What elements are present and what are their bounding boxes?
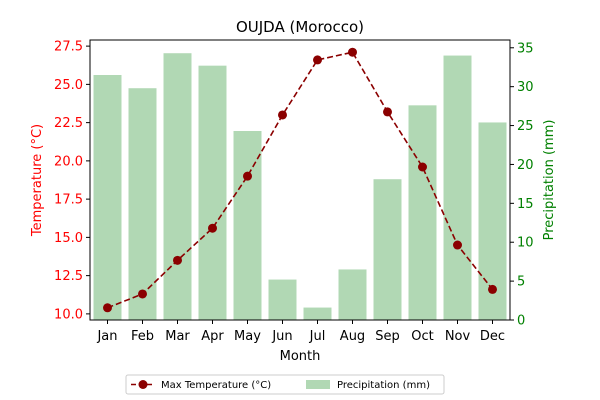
y-right-tick-label: 0: [517, 314, 525, 329]
temperature-point-apr: [208, 223, 217, 233]
y-right-tick-label: 35: [517, 41, 534, 56]
precipitation-bar-jul: [303, 307, 332, 320]
y-right-tick-label: 5: [517, 275, 525, 290]
legend: Max Temperature (°C) Precipitation (mm): [125, 374, 445, 395]
legend-precipitation-label: Precipitation (mm): [337, 380, 430, 391]
x-tick-label: Oct: [411, 329, 433, 344]
x-tick-label: Dec: [480, 329, 505, 344]
precipitation-bars: [93, 53, 507, 321]
temperature-polyline: [107, 51, 494, 309]
temperature-point-may: [243, 171, 252, 181]
y-right-tick-label: 20: [517, 158, 534, 173]
legend-temperature-marker-icon: [138, 380, 148, 389]
y-left-tick-label: 25.0: [54, 78, 83, 93]
y-left-tick-label: 17.5: [54, 193, 83, 208]
y-left-tick-label: 15.0: [54, 231, 83, 246]
y-right-tick-label: 25: [517, 119, 534, 134]
temperature-point-sep: [383, 107, 392, 117]
y-left-tick-label: 12.5: [54, 269, 83, 284]
chart-title: OUJDA (Morocco): [236, 18, 364, 36]
x-tick-label: Mar: [165, 329, 190, 344]
y-axis-left-label: Temperature (°C): [30, 124, 45, 237]
y-left-tick-label: 20.0: [54, 154, 83, 169]
y-axis-left: 10.0 12.5 15.0 17.5 20.0 22.5 25.0 27.5: [54, 40, 90, 322]
x-tick-label: Jun: [271, 329, 292, 344]
temperature-point-jul: [313, 55, 322, 65]
precipitation-bar-sep: [373, 179, 402, 320]
precipitation-bar-mar: [163, 53, 192, 320]
precipitation-bar-jan: [93, 75, 122, 320]
y-left-tick-label: 27.5: [54, 40, 83, 55]
temperature-point-oct: [418, 162, 427, 172]
temperature-point-feb: [138, 289, 147, 299]
precipitation-bar-nov: [443, 55, 472, 321]
plot-frame: [89, 39, 511, 321]
x-tick-label: Apr: [201, 329, 224, 344]
y-right-tick-label: 10: [517, 236, 534, 251]
x-axis: Jan Feb Mar Apr May Jun Jul Aug Sep Oct Nov Dec: [96, 320, 505, 344]
precipitation-bar-apr: [198, 65, 227, 321]
legend-frame: [125, 374, 445, 395]
precipitation-bar-aug: [338, 269, 367, 320]
x-tick-label: Jul: [309, 329, 326, 344]
y-left-tick-label: 10.0: [54, 307, 83, 322]
y-right-tick-label: 15: [517, 197, 534, 212]
x-axis-label: Month: [280, 349, 321, 364]
y-left-tick-label: 22.5: [54, 116, 83, 131]
temperature-line: [103, 47, 497, 313]
x-tick-label: May: [234, 329, 261, 344]
precipitation-bar-oct: [408, 105, 437, 320]
y-axis-right: 0 5 10 15 20 25 30 35: [510, 41, 534, 329]
precipitation-bar-jun: [268, 279, 297, 320]
precipitation-bar-may: [233, 131, 262, 320]
temperature-point-dec: [488, 284, 497, 294]
temperature-point-mar: [173, 255, 182, 265]
temperature-point-jun: [278, 110, 287, 120]
precipitation-bar-feb: [128, 88, 157, 320]
temperature-point-nov: [453, 240, 462, 250]
x-tick-label: Sep: [375, 329, 400, 344]
temperature-point-jan: [103, 303, 112, 313]
legend-temperature-label: Max Temperature (°C): [161, 380, 271, 391]
x-tick-label: Jan: [96, 329, 117, 344]
x-tick-label: Feb: [131, 329, 154, 344]
temperature-point-aug: [348, 47, 357, 57]
y-axis-right-label: Precipitation (mm): [542, 120, 557, 241]
legend-precipitation-swatch-icon: [306, 380, 330, 389]
x-tick-label: Nov: [445, 329, 471, 344]
y-right-tick-label: 30: [517, 80, 534, 95]
x-tick-label: Aug: [340, 329, 365, 344]
